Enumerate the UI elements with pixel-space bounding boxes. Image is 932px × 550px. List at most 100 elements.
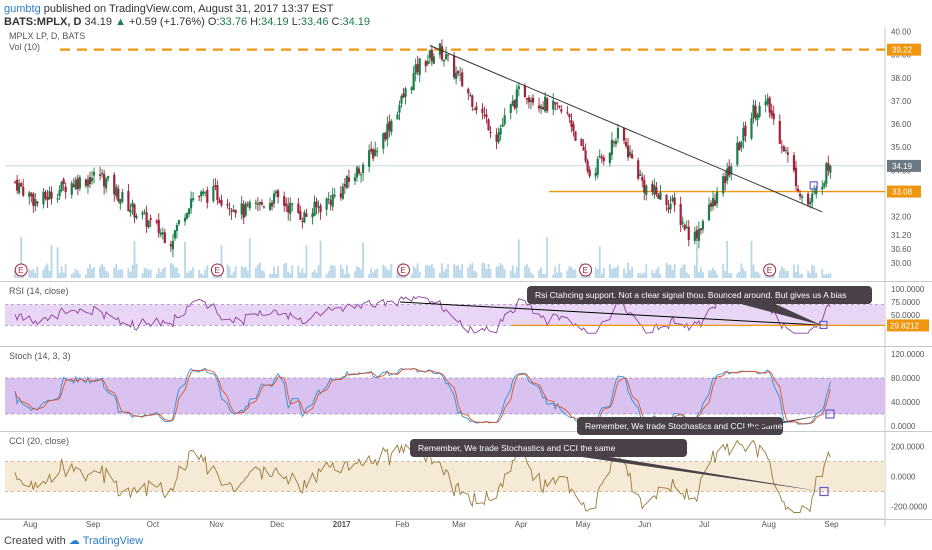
cci-band xyxy=(5,461,885,492)
volume-bar xyxy=(671,269,674,278)
candle-body xyxy=(20,183,23,187)
volume-bar xyxy=(712,267,714,278)
candle-body xyxy=(327,198,330,200)
volume-bar xyxy=(384,266,387,278)
price-axis-tick: 35.00 xyxy=(891,143,912,152)
candle-body xyxy=(311,213,314,218)
volume-bar xyxy=(103,266,106,278)
candle-body xyxy=(780,146,783,148)
candle-body xyxy=(659,192,662,200)
candle-body xyxy=(402,93,405,98)
candle-body xyxy=(546,98,549,111)
volume-bar xyxy=(159,271,162,278)
candle-body xyxy=(495,134,498,142)
candle-body xyxy=(331,194,334,207)
candle-body xyxy=(145,212,148,227)
volume-bar xyxy=(85,274,87,278)
volume-bar xyxy=(752,264,755,278)
candle-body xyxy=(14,181,17,183)
price-label: 34.19 xyxy=(892,162,913,171)
volume-bar xyxy=(240,266,243,278)
volume-bar xyxy=(256,264,259,278)
volume-bar xyxy=(495,266,498,278)
volume-bar xyxy=(325,274,328,278)
footer-created-text: Created with xyxy=(4,535,66,547)
volume-bar xyxy=(475,272,478,278)
volume-bar xyxy=(742,268,745,278)
candle-body xyxy=(301,220,304,222)
volume-bar xyxy=(645,264,648,278)
volume-bar xyxy=(685,272,688,278)
candle-body xyxy=(256,203,259,205)
candle-body xyxy=(374,149,377,157)
volume-bar xyxy=(188,270,190,278)
volume-bar xyxy=(46,263,49,278)
cci-title: CCI (20, close) xyxy=(9,436,69,446)
volume-bar xyxy=(540,267,542,278)
candle-body xyxy=(711,197,715,207)
candle-body xyxy=(792,155,796,171)
candle-body xyxy=(469,94,472,96)
volume-bar xyxy=(263,271,265,278)
footer-brand[interactable]: TradingView xyxy=(82,535,144,547)
volume-bar xyxy=(524,266,526,278)
volume-bar xyxy=(58,273,61,278)
volume-bar xyxy=(483,263,486,278)
volume-bar xyxy=(414,268,417,278)
candle-body xyxy=(62,179,65,185)
price-label-bg xyxy=(887,43,921,56)
candle-body xyxy=(240,203,243,215)
candle-body xyxy=(418,58,421,75)
volume-bar xyxy=(637,273,640,278)
candle-body xyxy=(517,86,520,90)
candle-body xyxy=(46,196,49,201)
symbol-line: BATS:MPLX, D 34.19 ▲ +0.59 (+1.76%) O:33… xyxy=(4,16,370,28)
earnings-marker-label: E xyxy=(401,266,406,275)
volume-bar xyxy=(610,269,613,278)
volume-bar xyxy=(117,269,120,278)
candle-body xyxy=(345,176,348,189)
price-axis-tick: 30.60 xyxy=(891,245,912,254)
volume-bar xyxy=(497,266,500,278)
publish-line: gumbtg published on TradingView.com, Aug… xyxy=(4,3,333,15)
candle-body xyxy=(30,193,33,197)
candle-body xyxy=(228,208,231,210)
candle-body xyxy=(121,192,124,202)
volume-bar xyxy=(784,270,787,278)
volume-bar xyxy=(608,263,611,278)
volume-bar xyxy=(556,272,559,278)
candle-body xyxy=(92,172,96,176)
candle-body xyxy=(653,185,656,195)
volume-bar xyxy=(348,273,350,278)
candle-body xyxy=(101,173,104,175)
volume-bar xyxy=(730,272,733,278)
candle-body xyxy=(115,186,118,197)
candle-body xyxy=(515,89,518,108)
candle-body xyxy=(778,121,781,144)
candle-body xyxy=(390,120,393,133)
candle-body xyxy=(669,203,672,210)
candle-body xyxy=(88,177,92,184)
volume-bar xyxy=(291,264,294,278)
candle-body xyxy=(809,201,812,205)
candle-body xyxy=(32,193,35,206)
volume-bar xyxy=(32,269,35,278)
candle-body xyxy=(513,100,516,109)
volume-bar xyxy=(708,270,710,278)
volume-bar xyxy=(285,262,288,278)
candle-body xyxy=(98,174,102,176)
volume-bar xyxy=(70,273,73,278)
candle-body xyxy=(554,102,557,105)
volume-bar xyxy=(530,272,532,278)
volume-bar xyxy=(329,265,332,278)
volume-bar xyxy=(107,272,110,278)
volume-bar xyxy=(343,274,346,278)
candle-body xyxy=(372,149,375,159)
author-link[interactable]: gumbtg xyxy=(4,3,41,15)
volume-bar xyxy=(441,263,443,278)
candle-body xyxy=(432,56,435,64)
volume-bar xyxy=(313,269,316,278)
candle-body xyxy=(370,148,373,152)
volume-bar xyxy=(786,271,789,278)
